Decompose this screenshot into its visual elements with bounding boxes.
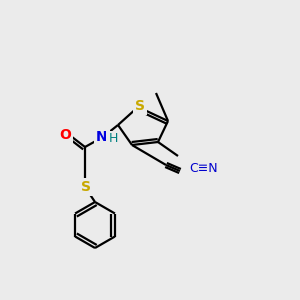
Text: S: S xyxy=(135,99,145,113)
Text: H: H xyxy=(108,133,118,146)
Text: C≡N: C≡N xyxy=(189,163,218,176)
Text: S: S xyxy=(81,180,91,194)
Text: N: N xyxy=(96,130,108,144)
Text: O: O xyxy=(59,128,71,142)
